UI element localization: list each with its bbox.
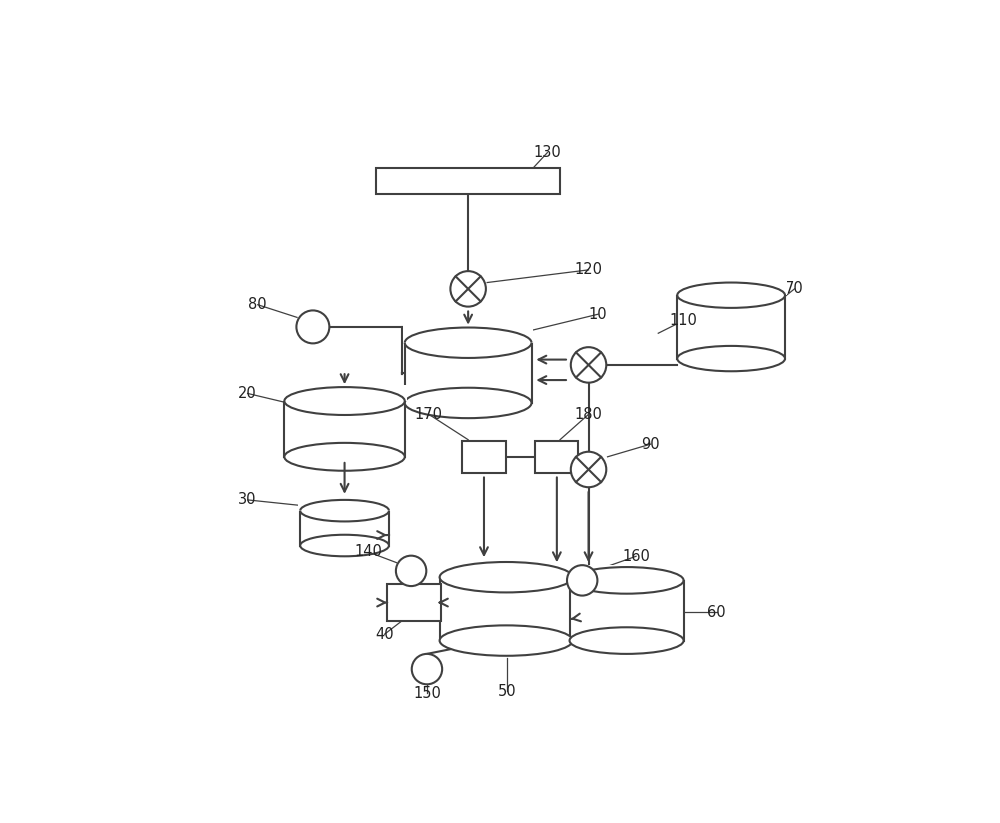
Ellipse shape [284, 387, 405, 415]
Text: 160: 160 [622, 549, 650, 564]
Polygon shape [568, 565, 686, 580]
Ellipse shape [405, 388, 532, 418]
Ellipse shape [300, 535, 389, 556]
Text: 10: 10 [589, 307, 607, 322]
Polygon shape [284, 401, 405, 457]
Text: 70: 70 [785, 281, 804, 296]
Ellipse shape [440, 625, 573, 656]
Text: 50: 50 [498, 684, 517, 699]
Text: 60: 60 [707, 605, 726, 620]
Text: 140: 140 [354, 544, 382, 560]
Text: 130: 130 [533, 145, 561, 160]
Polygon shape [282, 384, 407, 401]
Polygon shape [300, 510, 389, 546]
Text: 20: 20 [238, 386, 257, 401]
Bar [462, 441, 506, 472]
Circle shape [571, 347, 606, 383]
Circle shape [450, 271, 486, 307]
Text: 180: 180 [575, 407, 602, 422]
Circle shape [396, 556, 426, 586]
Ellipse shape [405, 328, 532, 358]
Text: 80: 80 [248, 297, 267, 312]
Polygon shape [438, 560, 575, 577]
Ellipse shape [300, 500, 389, 522]
Ellipse shape [570, 627, 684, 654]
Polygon shape [675, 280, 787, 295]
Text: 170: 170 [415, 407, 443, 422]
Ellipse shape [677, 282, 785, 308]
Ellipse shape [677, 346, 785, 371]
Bar [535, 441, 578, 472]
Polygon shape [405, 342, 532, 403]
Polygon shape [403, 325, 533, 342]
Text: 30: 30 [238, 492, 257, 508]
Polygon shape [298, 497, 391, 510]
Bar [376, 169, 560, 194]
Text: 150: 150 [413, 686, 441, 700]
Ellipse shape [440, 562, 573, 593]
Bar [387, 584, 441, 621]
Text: 90: 90 [641, 437, 660, 452]
Text: 110: 110 [670, 313, 698, 328]
Ellipse shape [570, 567, 684, 593]
Text: 40: 40 [375, 627, 394, 642]
Polygon shape [440, 577, 573, 640]
Polygon shape [570, 580, 684, 640]
Circle shape [412, 654, 442, 684]
Ellipse shape [284, 443, 405, 471]
Circle shape [296, 310, 329, 343]
Circle shape [571, 452, 606, 487]
Polygon shape [677, 295, 785, 359]
Circle shape [567, 565, 597, 596]
Text: 120: 120 [575, 263, 603, 277]
